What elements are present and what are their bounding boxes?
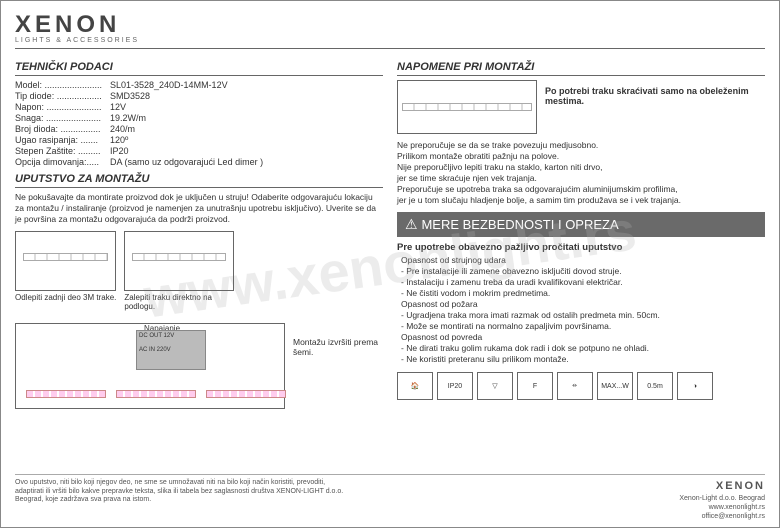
spec-value: 120º xyxy=(110,135,128,145)
spec-label: Napon: ...................... xyxy=(15,102,110,112)
spec-row: Tip diode: ..................SMD3528 xyxy=(15,91,383,101)
diagram-box xyxy=(124,231,234,291)
diagram-2: Zalepiti traku direktno na podlogu. xyxy=(124,231,234,311)
cert-icon: F xyxy=(517,372,553,400)
note-top: Po potrebi traku skraćivati samo na obel… xyxy=(545,80,765,134)
schematic-note: Montažu izvršiti prema šemi. xyxy=(293,317,383,409)
cert-icon: 🏠 xyxy=(397,372,433,400)
safety-item: - Ugradjena traka mora imati razmak od o… xyxy=(401,310,765,320)
note-row: Po potrebi traku skraćivati samo na obel… xyxy=(397,80,765,134)
spec-row: Model: .......................SL01-3528_… xyxy=(15,80,383,90)
footer-email: office@xenonlight.rs xyxy=(679,512,765,521)
spec-value: 12V xyxy=(110,102,126,112)
spec-label: Broj dioda: ................ xyxy=(15,124,110,134)
page: www.xenonlight.rs XENON LIGHTS & ACCESSO… xyxy=(0,0,780,528)
safety-item: - Ne čistiti vodom i mokrim predmetima. xyxy=(401,288,765,298)
icon-row: 🏠IP20▽F⦵MAX...W0.5m◑ xyxy=(397,372,765,400)
mount-title: UPUTSTVO ZA MONTAŽU xyxy=(15,173,383,188)
schematic-row: Napajanje DC OUT 12V AC IN 220V Montažu … xyxy=(15,317,383,409)
footer-web: www.xenonlight.rs xyxy=(679,503,765,512)
spec-row: Stepen Zaštite: .........IP20 xyxy=(15,146,383,156)
spec-value: SL01-3528_240D-14MM-12V xyxy=(110,80,228,90)
columns: TEHNIČKI PODACI Model: .................… xyxy=(15,55,765,409)
cert-icon: MAX...W xyxy=(597,372,633,400)
schematic-box: Napajanje DC OUT 12V AC IN 220V xyxy=(15,323,285,409)
psu-in: AC IN 220V xyxy=(139,347,203,353)
spec-row: Opcija dimovanja:.....DA (samo uz odgova… xyxy=(15,157,383,167)
spec-value: 19.2W/m xyxy=(110,113,146,123)
safety-groups: Opasnost od strujnog udara- Pre instalac… xyxy=(397,255,765,364)
logo-block: XENON LIGHTS & ACCESSORIES xyxy=(15,11,765,44)
tech-title: TEHNIČKI PODACI xyxy=(15,61,383,76)
mount-intro: Ne pokušavajte da montirate proizvod dok… xyxy=(15,192,383,225)
spec-row: Ugao rasipanja: .......120º xyxy=(15,135,383,145)
cert-icon: IP20 xyxy=(437,372,473,400)
cert-icon: 0.5m xyxy=(637,372,673,400)
cert-icon: ◑ xyxy=(677,372,713,400)
spec-value: SMD3528 xyxy=(110,91,150,101)
footer-disclaimer: Ovo uputstvo, niti bilo koji njegov deo,… xyxy=(15,479,355,521)
cut-diagram xyxy=(397,80,537,134)
diagram-box xyxy=(15,231,116,291)
safety-bar: MERE BEZBEDNOSTI I OPREZA xyxy=(397,212,765,237)
spec-list: Model: .......................SL01-3528_… xyxy=(15,80,383,167)
strip-icon xyxy=(206,390,286,398)
diagram-caption: Zalepiti traku direktno na podlogu. xyxy=(124,293,234,311)
diagram-caption: Odlepiti zadnji deo 3M trake. xyxy=(15,293,116,302)
diagram-row: Odlepiti zadnji deo 3M trake. Zalepiti t… xyxy=(15,231,383,311)
left-col: TEHNIČKI PODACI Model: .................… xyxy=(15,55,383,409)
footer-contact: XENON Xenon-Light d.o.o. Beograd www.xen… xyxy=(679,479,765,521)
safety-head: Opasnost od strujnog udara xyxy=(401,255,765,265)
brand-name: XENON xyxy=(15,11,765,39)
spec-value: IP20 xyxy=(110,146,129,156)
safety-item: - Ne dirati traku golim rukama dok radi … xyxy=(401,343,765,353)
spec-row: Snaga: ......................19.2W/m xyxy=(15,113,383,123)
spec-label: Ugao rasipanja: ....... xyxy=(15,135,110,145)
strip-icon xyxy=(116,390,196,398)
notes-title: NAPOMENE PRI MONTAŽI xyxy=(397,61,765,76)
divider xyxy=(15,48,765,49)
spec-label: Model: ....................... xyxy=(15,80,110,90)
safety-head: Opasnost od povreda xyxy=(401,332,765,342)
spec-value: DA (samo uz odgovarajući Led dimer ) xyxy=(110,157,263,167)
spec-label: Snaga: ...................... xyxy=(15,113,110,123)
safety-item: - Ne koristiti preteranu silu prilikom m… xyxy=(401,354,765,364)
notes-body: Ne preporučuje se da se trake povezuju m… xyxy=(397,140,765,206)
footer: Ovo uputstvo, niti bilo koji njegov deo,… xyxy=(15,474,765,521)
safety-item: - Može se montirati na normalno zapaljiv… xyxy=(401,321,765,331)
brand-sub: LIGHTS & ACCESSORIES xyxy=(15,37,765,44)
strip-icon xyxy=(26,390,106,398)
spec-value: 240/m xyxy=(110,124,135,134)
right-col: NAPOMENE PRI MONTAŽI Po potrebi traku sk… xyxy=(397,55,765,409)
diagram-1: Odlepiti zadnji deo 3M trake. xyxy=(15,231,116,311)
spec-row: Napon: ......................12V xyxy=(15,102,383,112)
footer-logo: XENON xyxy=(679,479,765,493)
footer-company: Xenon-Light d.o.o. Beograd xyxy=(679,494,765,503)
cert-icon: ▽ xyxy=(477,372,513,400)
safety-head: Opasnost od požara xyxy=(401,299,765,309)
spec-label: Tip diode: .................. xyxy=(15,91,110,101)
safety-item: - Pre instalacije ili zamene obavezno is… xyxy=(401,266,765,276)
safety-lead: Pre upotrebe obavezno pažljivo pročitati… xyxy=(397,242,765,253)
cert-icon: ⦵ xyxy=(557,372,593,400)
spec-row: Broj dioda: ................240/m xyxy=(15,124,383,134)
psu-out: DC OUT 12V xyxy=(139,333,203,339)
psu-icon: DC OUT 12V AC IN 220V xyxy=(136,330,206,370)
spec-label: Opcija dimovanja:..... xyxy=(15,157,110,167)
spec-label: Stepen Zaštite: ......... xyxy=(15,146,110,156)
safety-item: - Instalaciju i zamenu treba da uradi kv… xyxy=(401,277,765,287)
